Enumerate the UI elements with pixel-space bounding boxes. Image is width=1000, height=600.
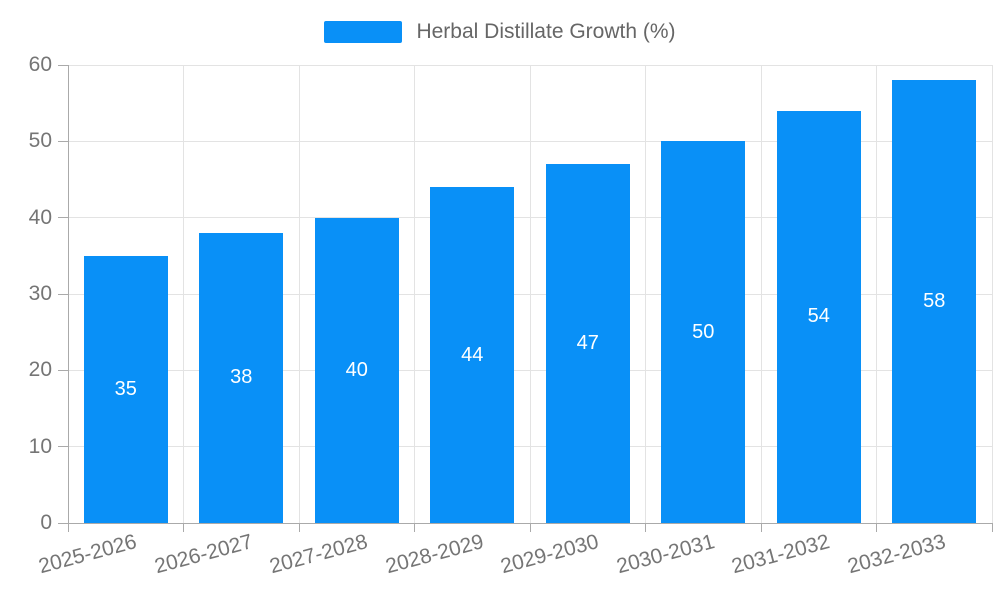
bar[interactable]: 50 xyxy=(661,141,746,523)
y-tick xyxy=(58,64,68,66)
x-tick-label: 2027-2028 xyxy=(267,530,371,579)
x-gridline xyxy=(529,65,531,523)
y-tick xyxy=(58,446,68,448)
y-tick xyxy=(58,522,68,524)
bar-value-label: 58 xyxy=(923,290,946,313)
x-tick-label: 2026-2027 xyxy=(151,530,255,579)
y-tick-label: 50 xyxy=(28,129,52,153)
bar-value-label: 38 xyxy=(230,366,253,389)
x-gridline xyxy=(183,65,184,523)
bar[interactable]: 47 xyxy=(545,164,630,523)
bar[interactable]: 54 xyxy=(776,110,861,523)
bar[interactable]: 44 xyxy=(430,187,515,523)
y-tick-label: 20 xyxy=(28,358,52,382)
x-tick xyxy=(414,523,415,532)
legend-label: Herbal Distillate Growth (%) xyxy=(416,20,676,43)
y-tick xyxy=(58,369,68,371)
x-tick-label: 2029-2030 xyxy=(498,530,602,579)
y-tick xyxy=(58,293,68,295)
x-tick-label: 2032-2033 xyxy=(844,530,948,579)
y-tick xyxy=(58,217,68,219)
x-tick xyxy=(760,523,762,532)
x-gridline xyxy=(645,65,646,523)
y-tick xyxy=(58,140,68,142)
bar[interactable]: 35 xyxy=(83,255,168,523)
x-tick-label: 2030-2031 xyxy=(613,530,717,579)
x-tick-label: 2028-2029 xyxy=(382,530,486,579)
y-axis-line xyxy=(67,65,69,523)
bar[interactable]: 58 xyxy=(892,80,977,523)
x-gridline xyxy=(298,65,300,523)
bar[interactable]: 40 xyxy=(314,217,399,523)
y-tick-label: 10 xyxy=(28,434,52,458)
x-axis-line xyxy=(68,522,992,524)
bar-value-label: 50 xyxy=(692,320,715,343)
bar-value-label: 40 xyxy=(345,358,368,381)
x-tick-label: 2031-2032 xyxy=(729,530,833,579)
x-tick xyxy=(529,523,531,532)
x-tick xyxy=(183,523,184,532)
x-tick xyxy=(298,523,300,532)
bar-value-label: 47 xyxy=(576,332,599,355)
x-tick xyxy=(645,523,646,532)
y-tick-label: 0 xyxy=(40,511,52,534)
x-gridline xyxy=(414,65,415,523)
x-gridline xyxy=(876,65,877,523)
bar-value-label: 35 xyxy=(114,377,137,400)
x-tick xyxy=(67,523,69,532)
y-tick-label: 60 xyxy=(28,53,52,76)
x-tick-label: 2025-2026 xyxy=(36,530,140,579)
bar-value-label: 54 xyxy=(807,305,830,328)
bar-value-label: 44 xyxy=(461,343,484,366)
bar[interactable]: 38 xyxy=(199,232,284,523)
legend-item[interactable]: Herbal Distillate Growth (%) xyxy=(0,20,1000,44)
x-tick xyxy=(991,523,993,532)
y-tick-label: 30 xyxy=(28,282,52,305)
x-tick xyxy=(876,523,877,532)
y-tick-label: 40 xyxy=(28,205,52,229)
legend-swatch-icon xyxy=(324,21,403,43)
x-gridline xyxy=(760,65,762,523)
x-gridline xyxy=(991,65,993,523)
